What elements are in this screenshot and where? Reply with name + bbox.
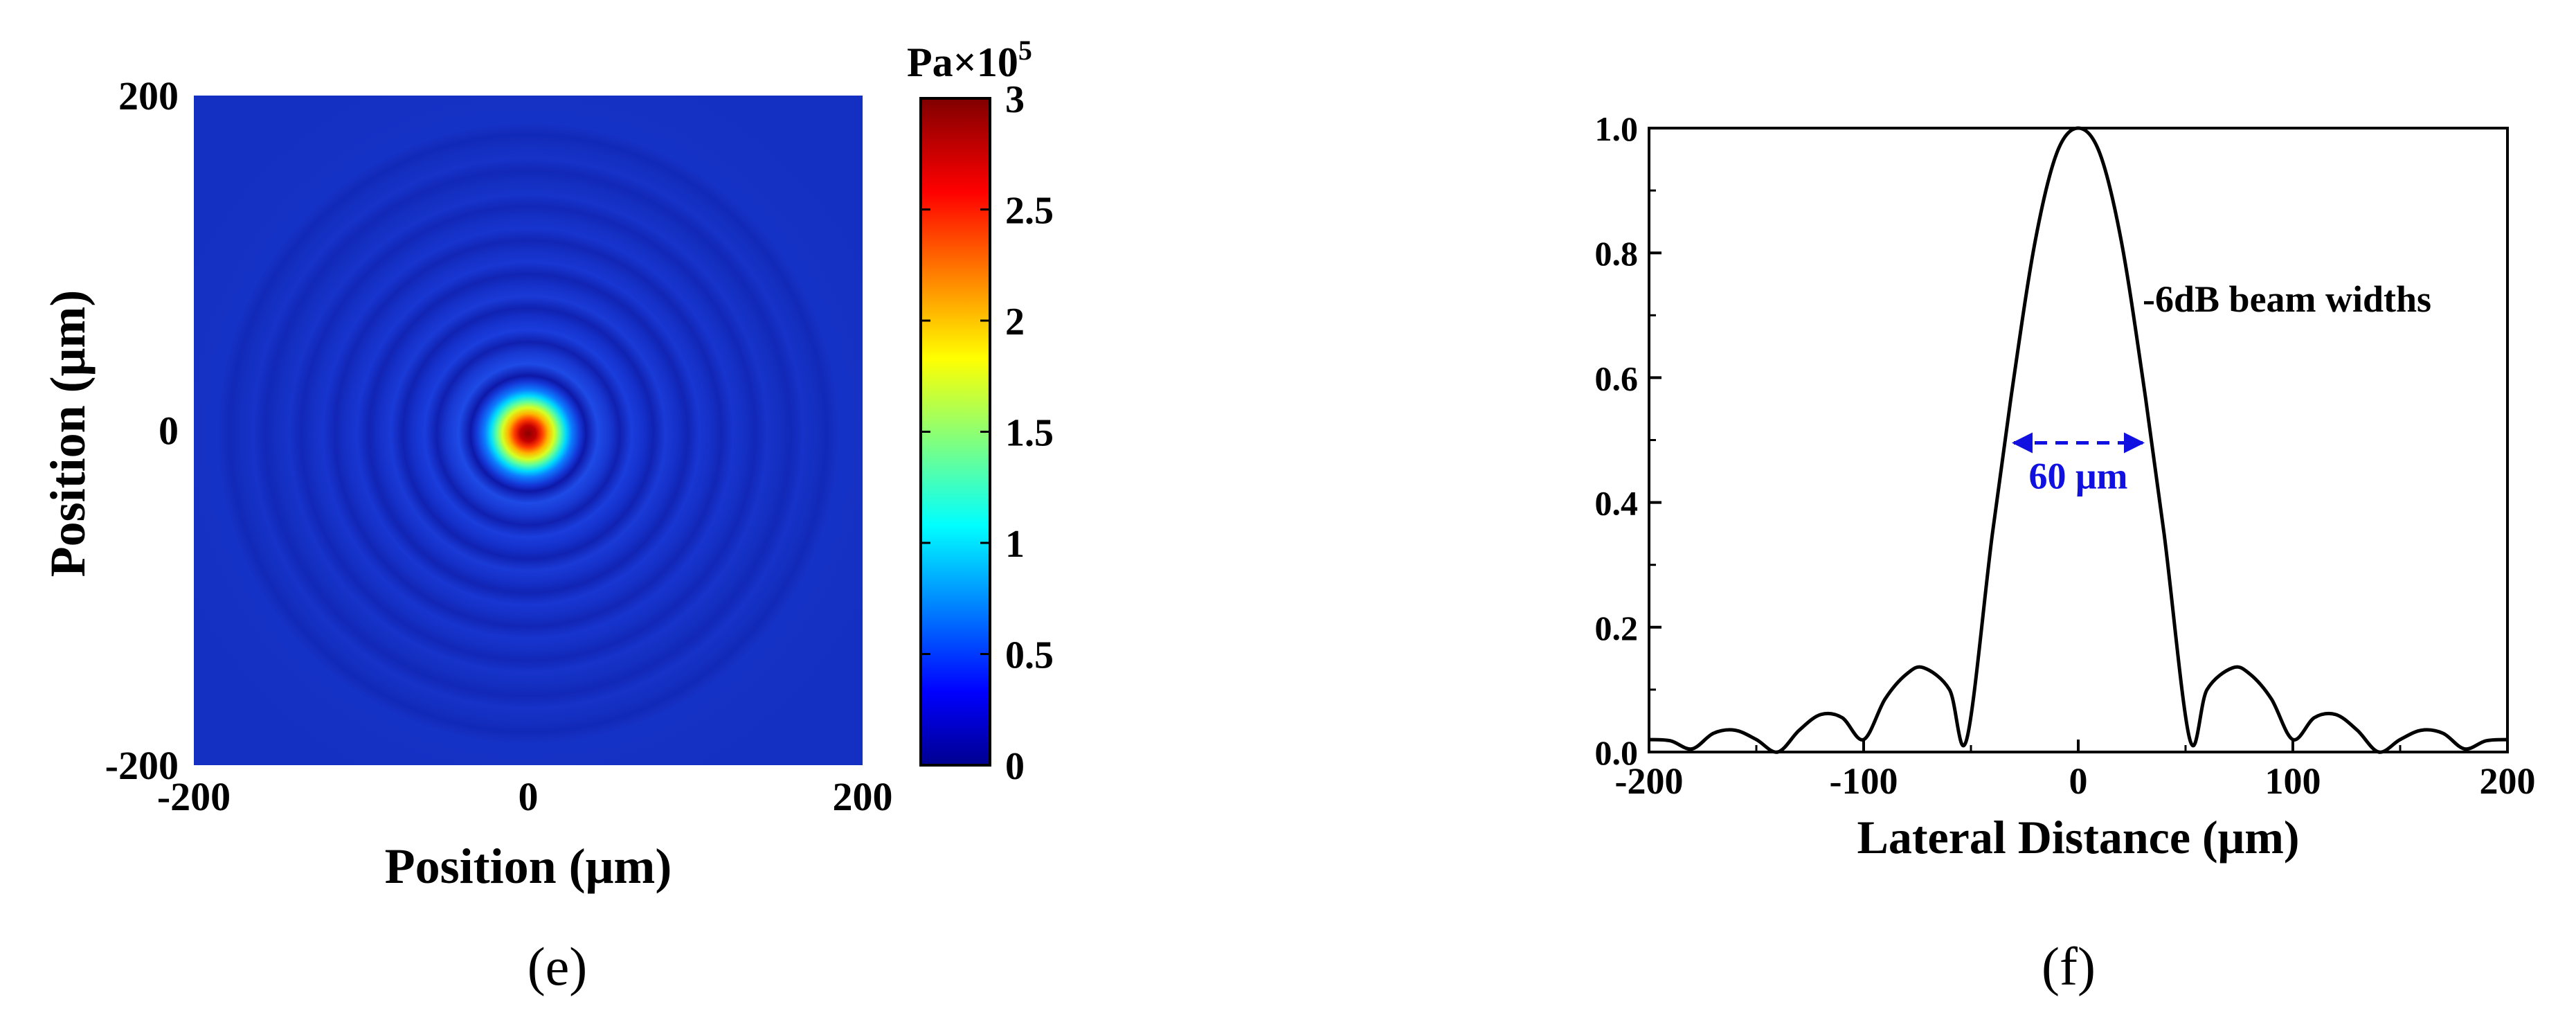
y-tick-label: 0.2 [1595, 609, 1639, 647]
heatmap-panel: -200 0 200 200 0 -200 Position (μm) Position… [40, 35, 1054, 996]
heatmap-x-tick-label: 200 [833, 774, 893, 819]
y-tick-label: 0.4 [1595, 484, 1639, 523]
colorbar-tick-label: 0 [1005, 745, 1025, 788]
heatmap-y-axis-title: Position (μm) [40, 290, 96, 578]
colorbar-tick-label: 1 [1005, 523, 1025, 566]
colorbar-tick-label: 0.5 [1005, 634, 1054, 677]
colorbar-tick-label: 3 [1005, 78, 1025, 121]
colorbar-title-base: Pa×10 [907, 39, 1018, 85]
colorbar-tick-label: 2 [1005, 301, 1025, 343]
heatmap-x-tick-label: -200 [157, 774, 231, 819]
beam-width-annotation: -6dB beam widths [2143, 278, 2431, 320]
x-tick-label: 200 [2480, 760, 2536, 802]
beam-profile-curve [1648, 126, 2508, 754]
x-tick-label: 0 [2069, 760, 2088, 802]
heatmap-plot-area [194, 96, 863, 765]
heatmap-x-tick-label: 0 [519, 774, 539, 819]
colorbar-title: Pa×105 [907, 35, 1032, 85]
colorbar-tick-label: 1.5 [1005, 412, 1054, 455]
line-plot-frame [1648, 127, 2509, 753]
colorbar-ticks: 0 0.5 1 1.5 2 2.5 3 [921, 78, 1054, 788]
panel-label-f: (f) [2042, 936, 2096, 996]
y-tick-label: 1.0 [1595, 109, 1639, 148]
colorbar-title-exponent: 5 [1018, 35, 1032, 66]
heatmap-y-tick-label: 0 [159, 409, 179, 454]
x-tick-label: -100 [1830, 760, 1898, 802]
beam-width-label: 60 μm [2028, 456, 2127, 497]
line-x-ticks: -200 -100 0 100 200 [1615, 740, 2536, 802]
heatmap-y-tick-labels: 200 0 -200 [105, 73, 179, 788]
y-tick-label: 0.8 [1595, 234, 1639, 273]
colorbar-tick-label: 2.5 [1005, 190, 1054, 233]
x-tick-label: 100 [2265, 760, 2321, 802]
colorbar [919, 97, 991, 767]
heatmap-y-tick-label: 200 [118, 73, 179, 118]
heatmap-x-tick-labels: -200 0 200 [157, 774, 893, 819]
line-y-ticks: 0.0 0.2 0.4 0.6 0.8 1.0 [1595, 109, 1661, 772]
heatmap-x-axis-title: Position (μm) [385, 839, 672, 894]
y-tick-label: 0.6 [1595, 359, 1639, 397]
x-tick-label: -200 [1615, 760, 1684, 802]
line-x-axis-title: Lateral Distance (μm) [1857, 811, 2299, 864]
panel-label-e: (e) [528, 936, 588, 996]
heatmap-y-tick-label: -200 [105, 743, 179, 788]
line-chart-panel: -200 -100 0 100 200 0.0 0.2 0.4 0.6 0.8 1.0 60 μm… [1595, 109, 2536, 996]
y-tick-label: 0.0 [1595, 733, 1639, 772]
